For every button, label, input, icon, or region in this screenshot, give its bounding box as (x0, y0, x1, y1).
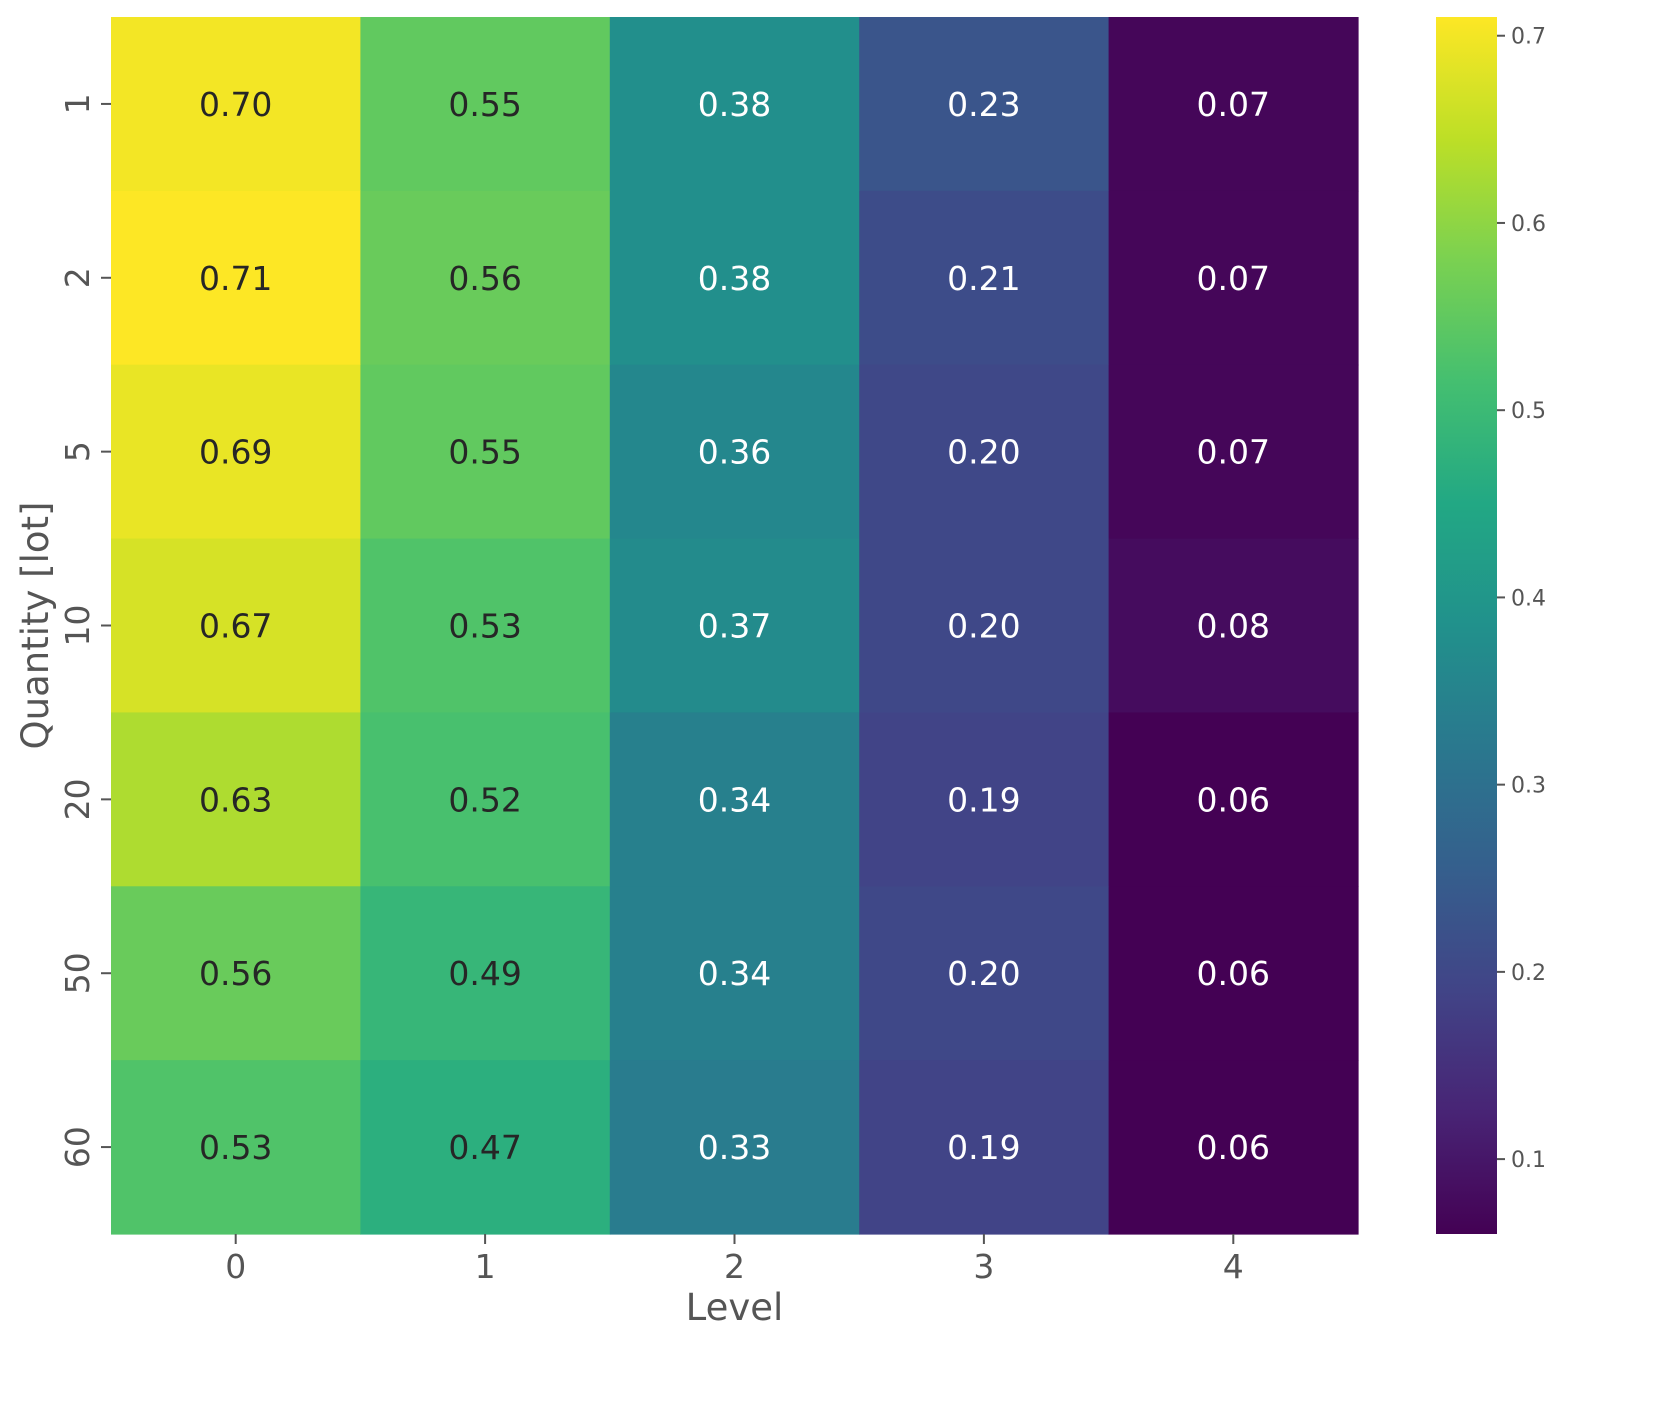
cell-value-label: 0.71 (199, 259, 272, 298)
cell-value-label: 0.34 (698, 954, 771, 993)
heatmap-cell (360, 364, 611, 540)
heatmap-cell (859, 538, 1110, 714)
cell-value-label: 0.07 (1197, 85, 1270, 124)
cell-value-label: 0.20 (947, 954, 1020, 993)
heatmap-cells (111, 17, 1359, 1235)
y-tick-label: 20 (58, 778, 97, 820)
heatmap-cell (609, 364, 860, 540)
heatmap-cell (609, 712, 860, 887)
colorbar-tick-label: 0.2 (1511, 961, 1546, 986)
colorbar-gradient (1436, 17, 1497, 1234)
y-axis: 1 2 5 10 20 50 60 (58, 93, 111, 1168)
heatmap-cell (859, 17, 1110, 192)
cell-value-label: 0.49 (448, 954, 521, 993)
heatmap-cell (1108, 190, 1359, 366)
cell-value-label: 0.19 (947, 1128, 1020, 1167)
y-tick-label: 50 (58, 952, 97, 994)
heatmap-cell (1108, 712, 1359, 887)
heatmap-cell (859, 712, 1110, 887)
cell-value-label: 0.67 (199, 607, 272, 646)
heatmap-cell (609, 17, 860, 192)
y-tick-label: 5 (58, 441, 97, 462)
heatmap-cell (859, 1060, 1110, 1235)
cell-value-label: 0.52 (448, 780, 521, 819)
colorbar: 0.1 0.2 0.3 0.4 0.5 0.6 0.7 (1436, 17, 1546, 1234)
x-axis: 0 1 2 3 4 (225, 1234, 1244, 1286)
cell-value-label: 0.07 (1197, 433, 1270, 472)
heatmap-cell (360, 886, 611, 1061)
cell-value-label: 0.06 (1197, 780, 1270, 819)
heatmap-cell (1108, 1060, 1359, 1235)
cell-value-label: 0.19 (947, 780, 1020, 819)
heatmap-cell (360, 190, 611, 366)
heatmap-cell (859, 886, 1110, 1061)
colorbar-tick-label: 0.6 (1511, 212, 1546, 237)
cell-value-label: 0.53 (448, 607, 521, 646)
heatmap-cell (609, 190, 860, 366)
colorbar-tick-label: 0.7 (1511, 25, 1546, 50)
heatmap-cell (360, 712, 611, 887)
cell-value-label: 0.55 (448, 85, 521, 124)
x-tick-label: 0 (225, 1247, 246, 1286)
cell-value-label: 0.34 (698, 780, 771, 819)
cell-value-label: 0.33 (698, 1128, 771, 1167)
colorbar-tick-label: 0.5 (1511, 399, 1546, 424)
cell-value-label: 0.36 (698, 433, 771, 472)
heatmap-cell (360, 1060, 611, 1235)
heatmap-cell (1108, 364, 1359, 540)
x-tick-label: 2 (724, 1247, 745, 1286)
heatmap-cell (111, 364, 361, 540)
heatmap-cell (360, 17, 611, 192)
x-tick-label: 1 (475, 1247, 496, 1286)
colorbar-tick-label: 0.1 (1511, 1148, 1546, 1173)
heatmap-cell (609, 538, 860, 714)
heatmap-cell (1108, 17, 1359, 192)
colorbar-tick-label: 0.3 (1511, 774, 1546, 799)
heatmap-cell (1108, 538, 1359, 714)
y-tick-label: 60 (58, 1126, 97, 1168)
cell-value-label: 0.63 (199, 780, 272, 819)
cell-value-label: 0.55 (448, 433, 521, 472)
heatmap-cell (1108, 886, 1359, 1061)
heatmap-cell (859, 190, 1110, 366)
heatmap-cell (111, 712, 361, 887)
cell-value-label: 0.37 (698, 607, 771, 646)
heatmap-cell (111, 1060, 361, 1235)
heatmap-cell (609, 886, 860, 1061)
y-tick-label: 10 (58, 605, 97, 647)
heatmap-cell (111, 538, 361, 714)
cell-value-label: 0.06 (1197, 954, 1270, 993)
cell-value-label: 0.08 (1197, 607, 1270, 646)
cell-value-label: 0.53 (199, 1128, 272, 1167)
y-axis-label: Quantity [lot] (14, 502, 57, 750)
cell-value-label: 0.69 (199, 433, 272, 472)
heatmap-cell (111, 17, 361, 192)
cell-value-label: 0.20 (947, 433, 1020, 472)
x-tick-label: 4 (1223, 1247, 1244, 1286)
cell-value-label: 0.47 (448, 1128, 521, 1167)
cell-value-label: 0.07 (1197, 259, 1270, 298)
heatmap-cell (859, 364, 1110, 540)
x-axis-label: Level (686, 1286, 784, 1329)
heatmap-cell-labels: 0.70 0.55 0.38 0.23 0.07 0.71 0.56 0.38 0.21 0.07… (199, 85, 1270, 1167)
cell-value-label: 0.21 (947, 259, 1020, 298)
cell-value-label: 0.70 (199, 85, 272, 124)
x-tick-label: 3 (973, 1247, 994, 1286)
cell-value-label: 0.06 (1197, 1128, 1270, 1167)
heatmap-cell (360, 538, 611, 714)
heatmap-cell (609, 1060, 860, 1235)
cell-value-label: 0.56 (199, 954, 272, 993)
heatmap-cell (111, 886, 361, 1061)
y-tick-label: 2 (58, 267, 97, 288)
y-tick-label: 1 (58, 93, 97, 114)
cell-value-label: 0.23 (947, 85, 1020, 124)
cell-value-label: 0.38 (698, 85, 771, 124)
heatmap-cell (111, 190, 361, 366)
colorbar-tick-label: 0.4 (1511, 586, 1546, 611)
cell-value-label: 0.38 (698, 259, 771, 298)
cell-value-label: 0.56 (448, 259, 521, 298)
cell-value-label: 0.20 (947, 607, 1020, 646)
